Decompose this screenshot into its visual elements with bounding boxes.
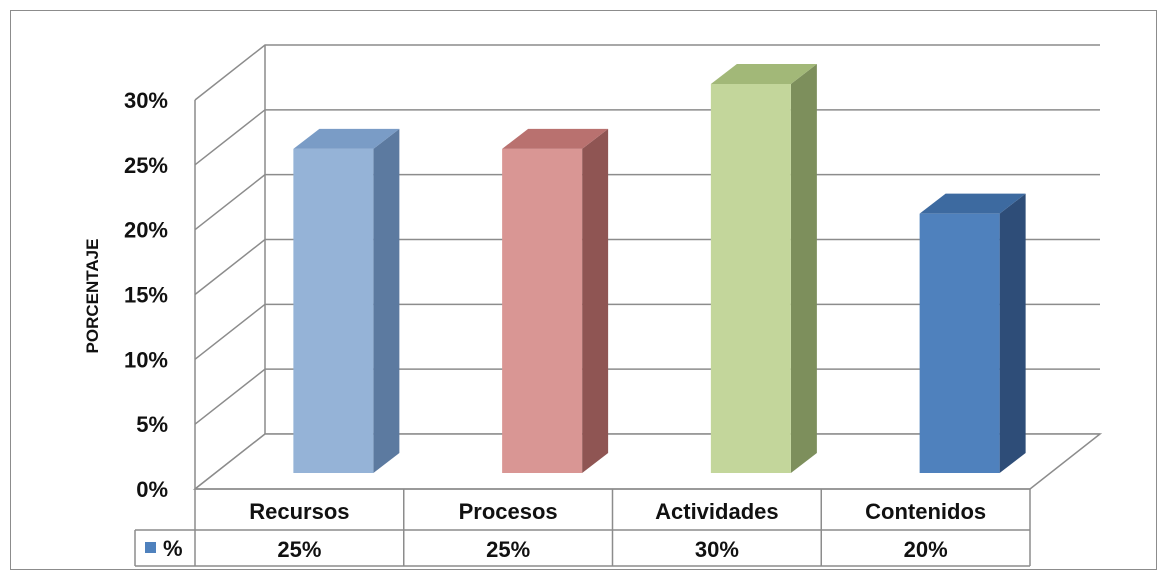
- category-label: Procesos: [459, 499, 558, 524]
- bar-front: [710, 84, 791, 473]
- bar: [710, 64, 817, 473]
- bar-side: [999, 193, 1026, 473]
- bar-side: [582, 128, 609, 474]
- gridline: [194, 303, 1100, 360]
- legend-swatch: [145, 542, 156, 553]
- bar-top: [919, 193, 1026, 214]
- bar-top: [710, 64, 817, 84]
- y-axis-label: PORCENTAJE: [83, 239, 102, 354]
- gridline: [194, 173, 1100, 231]
- y-tick-label: 10%: [124, 347, 168, 372]
- bar-side: [373, 128, 400, 474]
- bars: [293, 64, 1026, 474]
- y-tick-label: 15%: [124, 283, 168, 308]
- gridlines: [192, 44, 1103, 490]
- data-label: 20%: [904, 537, 948, 562]
- y-tick-label: 30%: [124, 88, 168, 113]
- y-tick-label: 25%: [124, 153, 168, 178]
- category-label: Contenidos: [865, 499, 986, 524]
- data-label: 30%: [695, 537, 739, 562]
- gridline: [194, 238, 1100, 296]
- data-label: 25%: [277, 537, 321, 562]
- legend-series-name: %: [163, 536, 183, 561]
- y-axis-ticks: 0% 5% 10% 15% 20% 25% 30%: [124, 88, 168, 502]
- category-label: Actividades: [655, 499, 779, 524]
- gridline: [194, 44, 1100, 101]
- bar: [919, 193, 1026, 473]
- bar-top: [502, 128, 609, 149]
- y-tick-label: 20%: [124, 218, 168, 243]
- bar-top: [293, 128, 400, 149]
- category-label: Recursos: [249, 499, 349, 524]
- bar-front: [293, 148, 374, 474]
- bar-front: [919, 213, 1000, 473]
- bar: [293, 128, 400, 474]
- bar: [502, 128, 609, 474]
- gridline: [194, 368, 1100, 425]
- y-tick-label: 5%: [136, 412, 168, 437]
- data-table: Recursos 25% Procesos 25% Actividades 30% Cont…: [134, 488, 1031, 567]
- gridline: [194, 109, 1100, 166]
- data-label: 25%: [486, 537, 530, 562]
- bar-front: [502, 148, 583, 474]
- bar-side: [790, 64, 817, 473]
- y-tick-label: 0%: [136, 477, 168, 502]
